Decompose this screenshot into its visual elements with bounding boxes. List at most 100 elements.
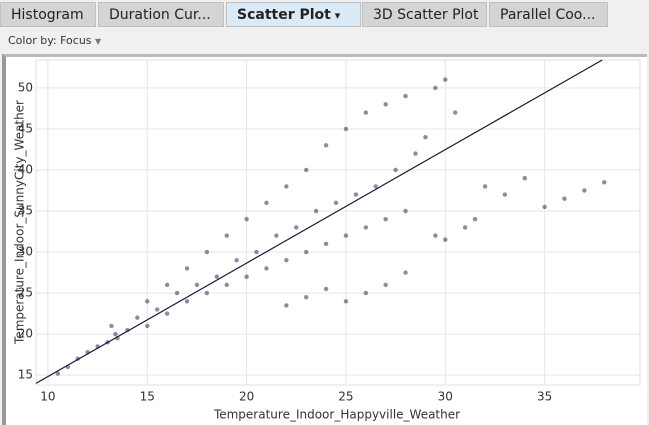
x-tick-label: 35 xyxy=(537,390,552,404)
scatter-point xyxy=(204,249,210,255)
scatter-point xyxy=(383,217,388,222)
y-tick-label: 35 xyxy=(18,204,33,218)
scatter-point xyxy=(174,290,180,296)
scatter-point xyxy=(284,303,289,308)
y-tick-label: 15 xyxy=(18,368,33,382)
y-tick-label: 20 xyxy=(18,327,33,341)
scatter-point xyxy=(274,233,279,238)
tab-label: Parallel Coo... xyxy=(500,7,596,23)
scatter-point xyxy=(184,266,190,271)
tab[interactable]: 3D Scatter Plot xyxy=(362,2,487,27)
tab[interactable]: Histogram xyxy=(0,2,96,27)
scatter-point xyxy=(264,266,269,271)
scatter-point xyxy=(224,282,229,288)
scatter-point xyxy=(323,143,329,148)
scatter-point xyxy=(562,196,567,201)
y-tick-label: 30 xyxy=(18,245,33,259)
tab-label: Histogram xyxy=(11,7,84,23)
y-axis-label: Temperature_Indoor_SunnyCity_Weather xyxy=(13,100,27,345)
scatter-point xyxy=(403,270,408,275)
scatter-point xyxy=(234,258,239,263)
x-tick-label: 30 xyxy=(438,390,453,404)
tab-arrow: ▾ xyxy=(330,9,341,22)
color-by-dropdown[interactable]: Color by: Focus ▼ xyxy=(4,31,120,50)
scatter-point xyxy=(194,282,200,288)
tab[interactable]: Duration Cur... xyxy=(98,2,224,27)
fit-line xyxy=(35,59,603,384)
scatter-point xyxy=(264,200,269,206)
scatter-point xyxy=(343,126,349,132)
scatter-point xyxy=(383,102,388,107)
x-tick-label: 10 xyxy=(40,390,55,404)
scatter-point xyxy=(403,93,408,99)
scatter-point xyxy=(224,233,229,238)
scatter-point xyxy=(164,282,170,288)
tab-label: 3D Scatter Plot xyxy=(373,7,479,23)
scatter-point xyxy=(363,290,369,296)
scatter-point xyxy=(145,323,150,329)
scatter-point xyxy=(244,217,249,222)
x-tick-label: 15 xyxy=(140,390,155,404)
tab-label: Scatter Plot xyxy=(237,7,331,23)
scatter-point xyxy=(343,299,349,304)
scatter-point xyxy=(323,286,329,292)
scatter-point xyxy=(109,323,114,329)
scatter-point xyxy=(113,331,118,337)
scatter-point xyxy=(363,110,369,115)
scatter-point xyxy=(453,110,458,115)
tab-label: Duration Cur... xyxy=(109,7,211,23)
x-tick-label: 20 xyxy=(239,390,254,404)
scatter-point xyxy=(55,371,61,376)
scatter-point xyxy=(482,184,488,189)
scatter-point xyxy=(602,180,607,185)
y-tick-label: 50 xyxy=(18,80,33,94)
y-tick-label: 45 xyxy=(18,121,33,135)
scatter-point xyxy=(443,77,448,82)
scatter-point xyxy=(373,184,378,189)
scatter-point xyxy=(145,299,150,304)
scatter-point xyxy=(254,249,259,255)
scatter-point xyxy=(472,217,478,222)
scatter-point xyxy=(164,311,170,316)
scatter-point xyxy=(284,258,289,263)
scatter-point xyxy=(184,299,190,304)
color-by-label: Color by: Focus xyxy=(8,34,92,47)
scatter-point xyxy=(154,307,160,312)
x-tick-label: 25 xyxy=(338,390,353,404)
scatter-point xyxy=(403,208,408,214)
scatter-point xyxy=(214,274,220,279)
scatter-point xyxy=(522,175,527,181)
scatter-point xyxy=(363,225,369,230)
scatter-point xyxy=(304,167,309,173)
scatter-point xyxy=(443,237,448,242)
scatter-point xyxy=(343,233,349,238)
scatter-point xyxy=(333,200,339,206)
tab[interactable]: Parallel Coo... xyxy=(489,2,608,27)
tab[interactable]: Scatter Plot ▾ xyxy=(226,2,361,27)
scatter-point xyxy=(304,249,309,255)
scatter-point xyxy=(542,204,547,210)
scatter-point xyxy=(393,167,398,173)
scatter-point xyxy=(313,208,319,214)
y-tick-label: 40 xyxy=(18,162,33,176)
dropdown-arrow: ▼ xyxy=(95,37,102,46)
scatter-point xyxy=(462,225,468,230)
scatter-point xyxy=(582,188,587,193)
scatter-point xyxy=(304,294,309,300)
scatter-point xyxy=(502,192,508,197)
scatter-point xyxy=(323,241,329,247)
scatter-point xyxy=(383,282,388,288)
scatter-point xyxy=(433,233,438,238)
scatter-point xyxy=(294,225,299,230)
scatter-point xyxy=(204,290,210,296)
y-tick-label: 25 xyxy=(18,286,33,300)
scatter-point xyxy=(433,85,438,91)
x-axis-label: Temperature_Indoor_Happyville_Weather xyxy=(213,408,460,422)
scatter-point xyxy=(244,274,249,279)
plot-area xyxy=(35,59,641,386)
scatter-point xyxy=(413,151,418,156)
scatter-point xyxy=(135,315,140,320)
scatter-point xyxy=(423,134,428,140)
